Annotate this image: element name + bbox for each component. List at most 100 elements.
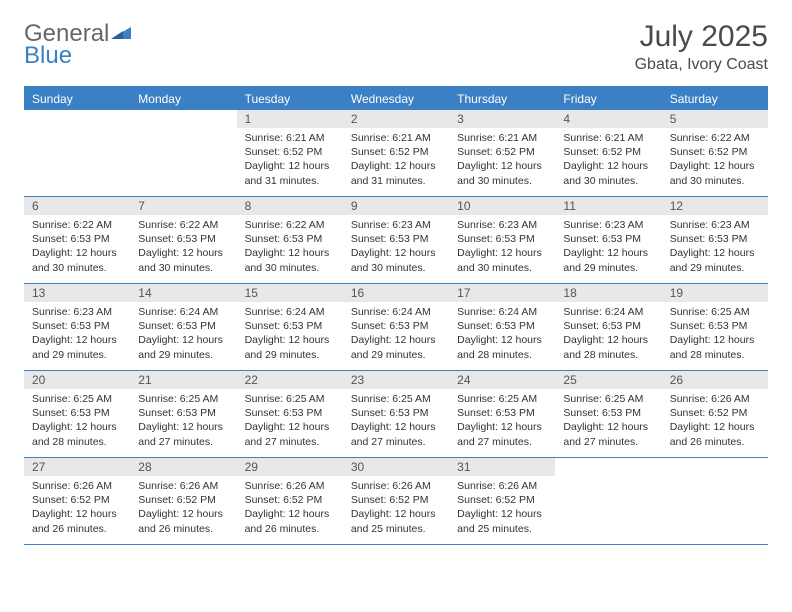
day-cell: 11Sunrise: 6:23 AMSunset: 6:53 PMDayligh… [555,197,661,283]
weeks-container: 1Sunrise: 6:21 AMSunset: 6:52 PMDaylight… [24,110,768,545]
sunrise-text: Sunrise: 6:25 AM [670,305,760,319]
day-number: 21 [130,371,236,389]
day-info: Sunrise: 6:22 AMSunset: 6:53 PMDaylight:… [24,215,130,281]
sunrise-text: Sunrise: 6:23 AM [670,218,760,232]
day-cell: 15Sunrise: 6:24 AMSunset: 6:53 PMDayligh… [237,284,343,370]
day-number [130,110,236,114]
day-number: 9 [343,197,449,215]
day-number: 31 [449,458,555,476]
day-info: Sunrise: 6:26 AMSunset: 6:52 PMDaylight:… [449,476,555,542]
daylight-text: Daylight: 12 hours and 25 minutes. [457,507,547,535]
day-header: Saturday [662,88,768,110]
sunrise-text: Sunrise: 6:26 AM [670,392,760,406]
sunset-text: Sunset: 6:52 PM [138,493,228,507]
day-cell [555,458,661,544]
daylight-text: Daylight: 12 hours and 26 minutes. [138,507,228,535]
day-info: Sunrise: 6:23 AMSunset: 6:53 PMDaylight:… [343,215,449,281]
day-cell: 5Sunrise: 6:22 AMSunset: 6:52 PMDaylight… [662,110,768,196]
daylight-text: Daylight: 12 hours and 29 minutes. [351,333,441,361]
sunset-text: Sunset: 6:53 PM [245,232,335,246]
sunrise-text: Sunrise: 6:22 AM [138,218,228,232]
sunset-text: Sunset: 6:52 PM [351,145,441,159]
day-header: Tuesday [237,88,343,110]
day-cell: 6Sunrise: 6:22 AMSunset: 6:53 PMDaylight… [24,197,130,283]
location: Gbata, Ivory Coast [635,56,768,74]
sunset-text: Sunset: 6:53 PM [32,319,122,333]
daylight-text: Daylight: 12 hours and 29 minutes. [138,333,228,361]
month-title: July 2025 [635,20,768,54]
day-cell: 29Sunrise: 6:26 AMSunset: 6:52 PMDayligh… [237,458,343,544]
day-cell: 22Sunrise: 6:25 AMSunset: 6:53 PMDayligh… [237,371,343,457]
day-info: Sunrise: 6:22 AMSunset: 6:53 PMDaylight:… [130,215,236,281]
day-number: 27 [24,458,130,476]
brand-part2: Blue [24,44,131,68]
sunset-text: Sunset: 6:53 PM [563,406,653,420]
day-cell: 25Sunrise: 6:25 AMSunset: 6:53 PMDayligh… [555,371,661,457]
day-number: 29 [237,458,343,476]
sunrise-text: Sunrise: 6:26 AM [351,479,441,493]
daylight-text: Daylight: 12 hours and 27 minutes. [457,420,547,448]
day-cell: 24Sunrise: 6:25 AMSunset: 6:53 PMDayligh… [449,371,555,457]
daylight-text: Daylight: 12 hours and 30 minutes. [457,159,547,187]
sunrise-text: Sunrise: 6:23 AM [563,218,653,232]
day-info: Sunrise: 6:25 AMSunset: 6:53 PMDaylight:… [130,389,236,455]
sunrise-text: Sunrise: 6:25 AM [138,392,228,406]
sunrise-text: Sunrise: 6:25 AM [351,392,441,406]
day-info: Sunrise: 6:25 AMSunset: 6:53 PMDaylight:… [24,389,130,455]
daylight-text: Daylight: 12 hours and 30 minutes. [138,246,228,274]
sunset-text: Sunset: 6:52 PM [563,145,653,159]
day-number: 30 [343,458,449,476]
day-cell: 18Sunrise: 6:24 AMSunset: 6:53 PMDayligh… [555,284,661,370]
day-cell: 12Sunrise: 6:23 AMSunset: 6:53 PMDayligh… [662,197,768,283]
sunset-text: Sunset: 6:52 PM [457,145,547,159]
daylight-text: Daylight: 12 hours and 27 minutes. [563,420,653,448]
sunset-text: Sunset: 6:53 PM [138,406,228,420]
day-cell: 21Sunrise: 6:25 AMSunset: 6:53 PMDayligh… [130,371,236,457]
day-info: Sunrise: 6:21 AMSunset: 6:52 PMDaylight:… [555,128,661,194]
sunset-text: Sunset: 6:53 PM [32,232,122,246]
day-cell: 8Sunrise: 6:22 AMSunset: 6:53 PMDaylight… [237,197,343,283]
title-block: July 2025 Gbata, Ivory Coast [635,20,768,74]
day-cell: 13Sunrise: 6:23 AMSunset: 6:53 PMDayligh… [24,284,130,370]
day-info: Sunrise: 6:25 AMSunset: 6:53 PMDaylight:… [555,389,661,455]
day-number: 25 [555,371,661,389]
daylight-text: Daylight: 12 hours and 29 minutes. [670,246,760,274]
week-row: 13Sunrise: 6:23 AMSunset: 6:53 PMDayligh… [24,284,768,371]
sunset-text: Sunset: 6:53 PM [457,319,547,333]
day-info: Sunrise: 6:24 AMSunset: 6:53 PMDaylight:… [237,302,343,368]
week-row: 6Sunrise: 6:22 AMSunset: 6:53 PMDaylight… [24,197,768,284]
sunset-text: Sunset: 6:53 PM [32,406,122,420]
day-cell: 23 Sunrise: 6:25 AMSunset: 6:53 PMDayligh… [343,371,449,457]
day-info: Sunrise: 6:25 AMSunset: 6:53 PMDaylight:… [237,389,343,455]
sunrise-text: Sunrise: 6:22 AM [32,218,122,232]
day-number: 11 [555,197,661,215]
day-info: Sunrise: 6:24 AMSunset: 6:53 PMDaylight:… [449,302,555,368]
day-info: Sunrise: 6:21 AMSunset: 6:52 PMDaylight:… [449,128,555,194]
sunrise-text: Sunrise: 6:23 AM [351,218,441,232]
daylight-text: Daylight: 12 hours and 26 minutes. [670,420,760,448]
day-cell [24,110,130,196]
day-number: 23 [343,371,449,389]
sunrise-text: Sunrise: 6:24 AM [245,305,335,319]
day-info: Sunrise: 6:25 AMSunset: 6:53 PMDaylight:… [662,302,768,368]
day-info: Sunrise: 6:21 AMSunset: 6:52 PMDaylight:… [237,128,343,194]
daylight-text: Daylight: 12 hours and 29 minutes. [245,333,335,361]
sunset-text: Sunset: 6:53 PM [457,232,547,246]
day-info: Sunrise: 6:23 AMSunset: 6:53 PMDaylight:… [24,302,130,368]
day-number: 15 [237,284,343,302]
sunset-text: Sunset: 6:53 PM [351,232,441,246]
day-cell: 9Sunrise: 6:23 AMSunset: 6:53 PMDaylight… [343,197,449,283]
sunset-text: Sunset: 6:53 PM [351,406,441,420]
sunrise-text: Sunrise: 6:25 AM [563,392,653,406]
day-number: 28 [130,458,236,476]
sunrise-text: Sunrise: 6:21 AM [457,131,547,145]
day-info: Sunrise: 6:22 AMSunset: 6:52 PMDaylight:… [662,128,768,194]
day-cell: 17Sunrise: 6:24 AMSunset: 6:53 PMDayligh… [449,284,555,370]
daylight-text: Daylight: 12 hours and 30 minutes. [245,246,335,274]
daylight-text: Daylight: 12 hours and 28 minutes. [32,420,122,448]
day-number: 24 [449,371,555,389]
day-cell: 19Sunrise: 6:25 AMSunset: 6:53 PMDayligh… [662,284,768,370]
day-cell: 3Sunrise: 6:21 AMSunset: 6:52 PMDaylight… [449,110,555,196]
day-info: Sunrise: 6:23 AMSunset: 6:53 PMDaylight:… [662,215,768,281]
daylight-text: Daylight: 12 hours and 27 minutes. [351,420,441,448]
